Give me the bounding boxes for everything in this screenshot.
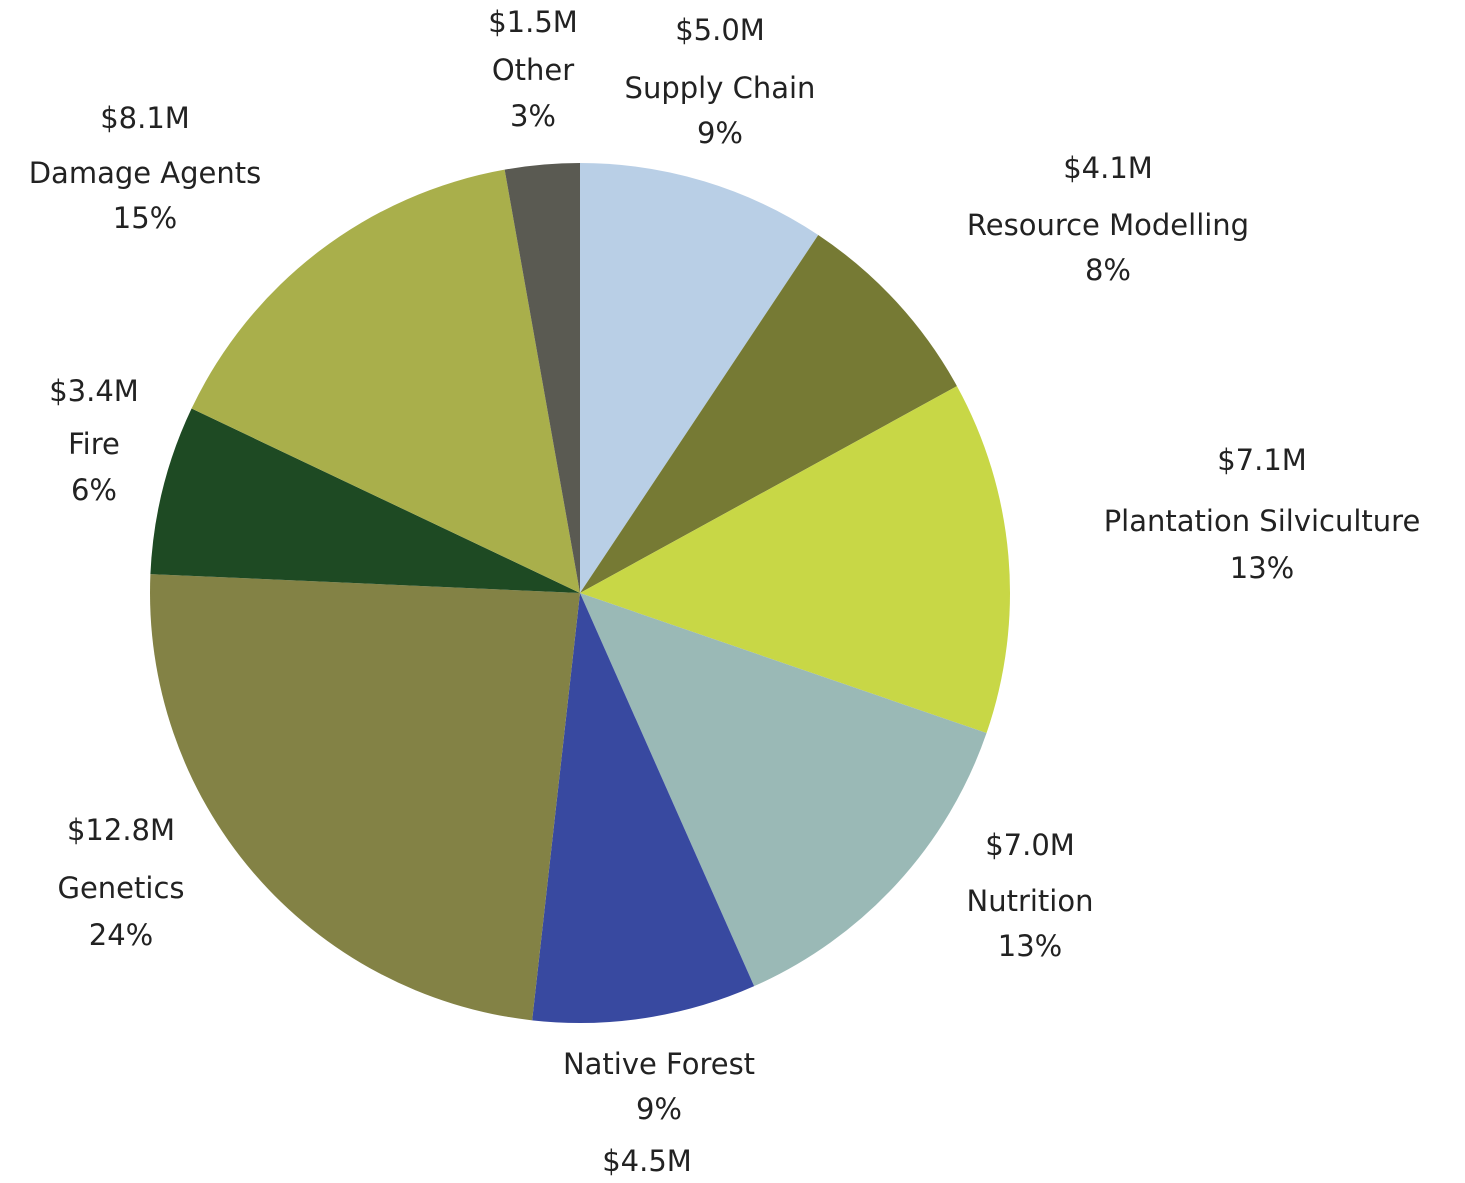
pie-slice xyxy=(580,386,1011,734)
percent-label: 3% xyxy=(510,99,556,133)
percent-label: 13% xyxy=(998,929,1062,963)
value-label: $8.1M xyxy=(100,101,190,135)
pie-slice xyxy=(191,169,580,593)
value-label: $7.0M xyxy=(985,828,1075,862)
category-label: Damage Agents xyxy=(29,156,262,190)
category-label: Resource Modelling xyxy=(967,208,1249,242)
category-label: Supply Chain xyxy=(625,71,816,105)
category-label: Genetics xyxy=(57,871,184,905)
percent-label: 9% xyxy=(636,1092,682,1126)
value-label: $12.8M xyxy=(67,813,175,847)
value-label: $7.1M xyxy=(1217,443,1307,477)
pie-slice xyxy=(504,163,580,593)
pie-slice xyxy=(149,574,580,1021)
pie-slice xyxy=(532,593,755,1023)
value-label: $4.1M xyxy=(1063,151,1153,185)
percent-label: 9% xyxy=(697,116,743,150)
pie-slice xyxy=(580,163,819,593)
percent-label: 6% xyxy=(71,473,117,507)
percent-label: 24% xyxy=(89,918,153,952)
pie-slice xyxy=(580,235,957,594)
category-label: Nutrition xyxy=(967,884,1094,918)
percent-label: 13% xyxy=(1230,551,1294,585)
category-label: Plantation Silviculture xyxy=(1104,504,1421,538)
value-label: $3.4M xyxy=(49,374,139,408)
value-label: $1.5M xyxy=(488,5,578,39)
percent-label: 15% xyxy=(113,201,177,235)
value-label: $5.0M xyxy=(675,13,765,47)
category-label: Other xyxy=(492,53,574,87)
pie-slice xyxy=(580,593,987,987)
category-label: Fire xyxy=(68,427,120,461)
pie-slice xyxy=(150,408,581,593)
category-label: Native Forest xyxy=(563,1047,755,1081)
percent-label: 8% xyxy=(1085,253,1131,287)
value-label: $4.5M xyxy=(602,1144,692,1178)
